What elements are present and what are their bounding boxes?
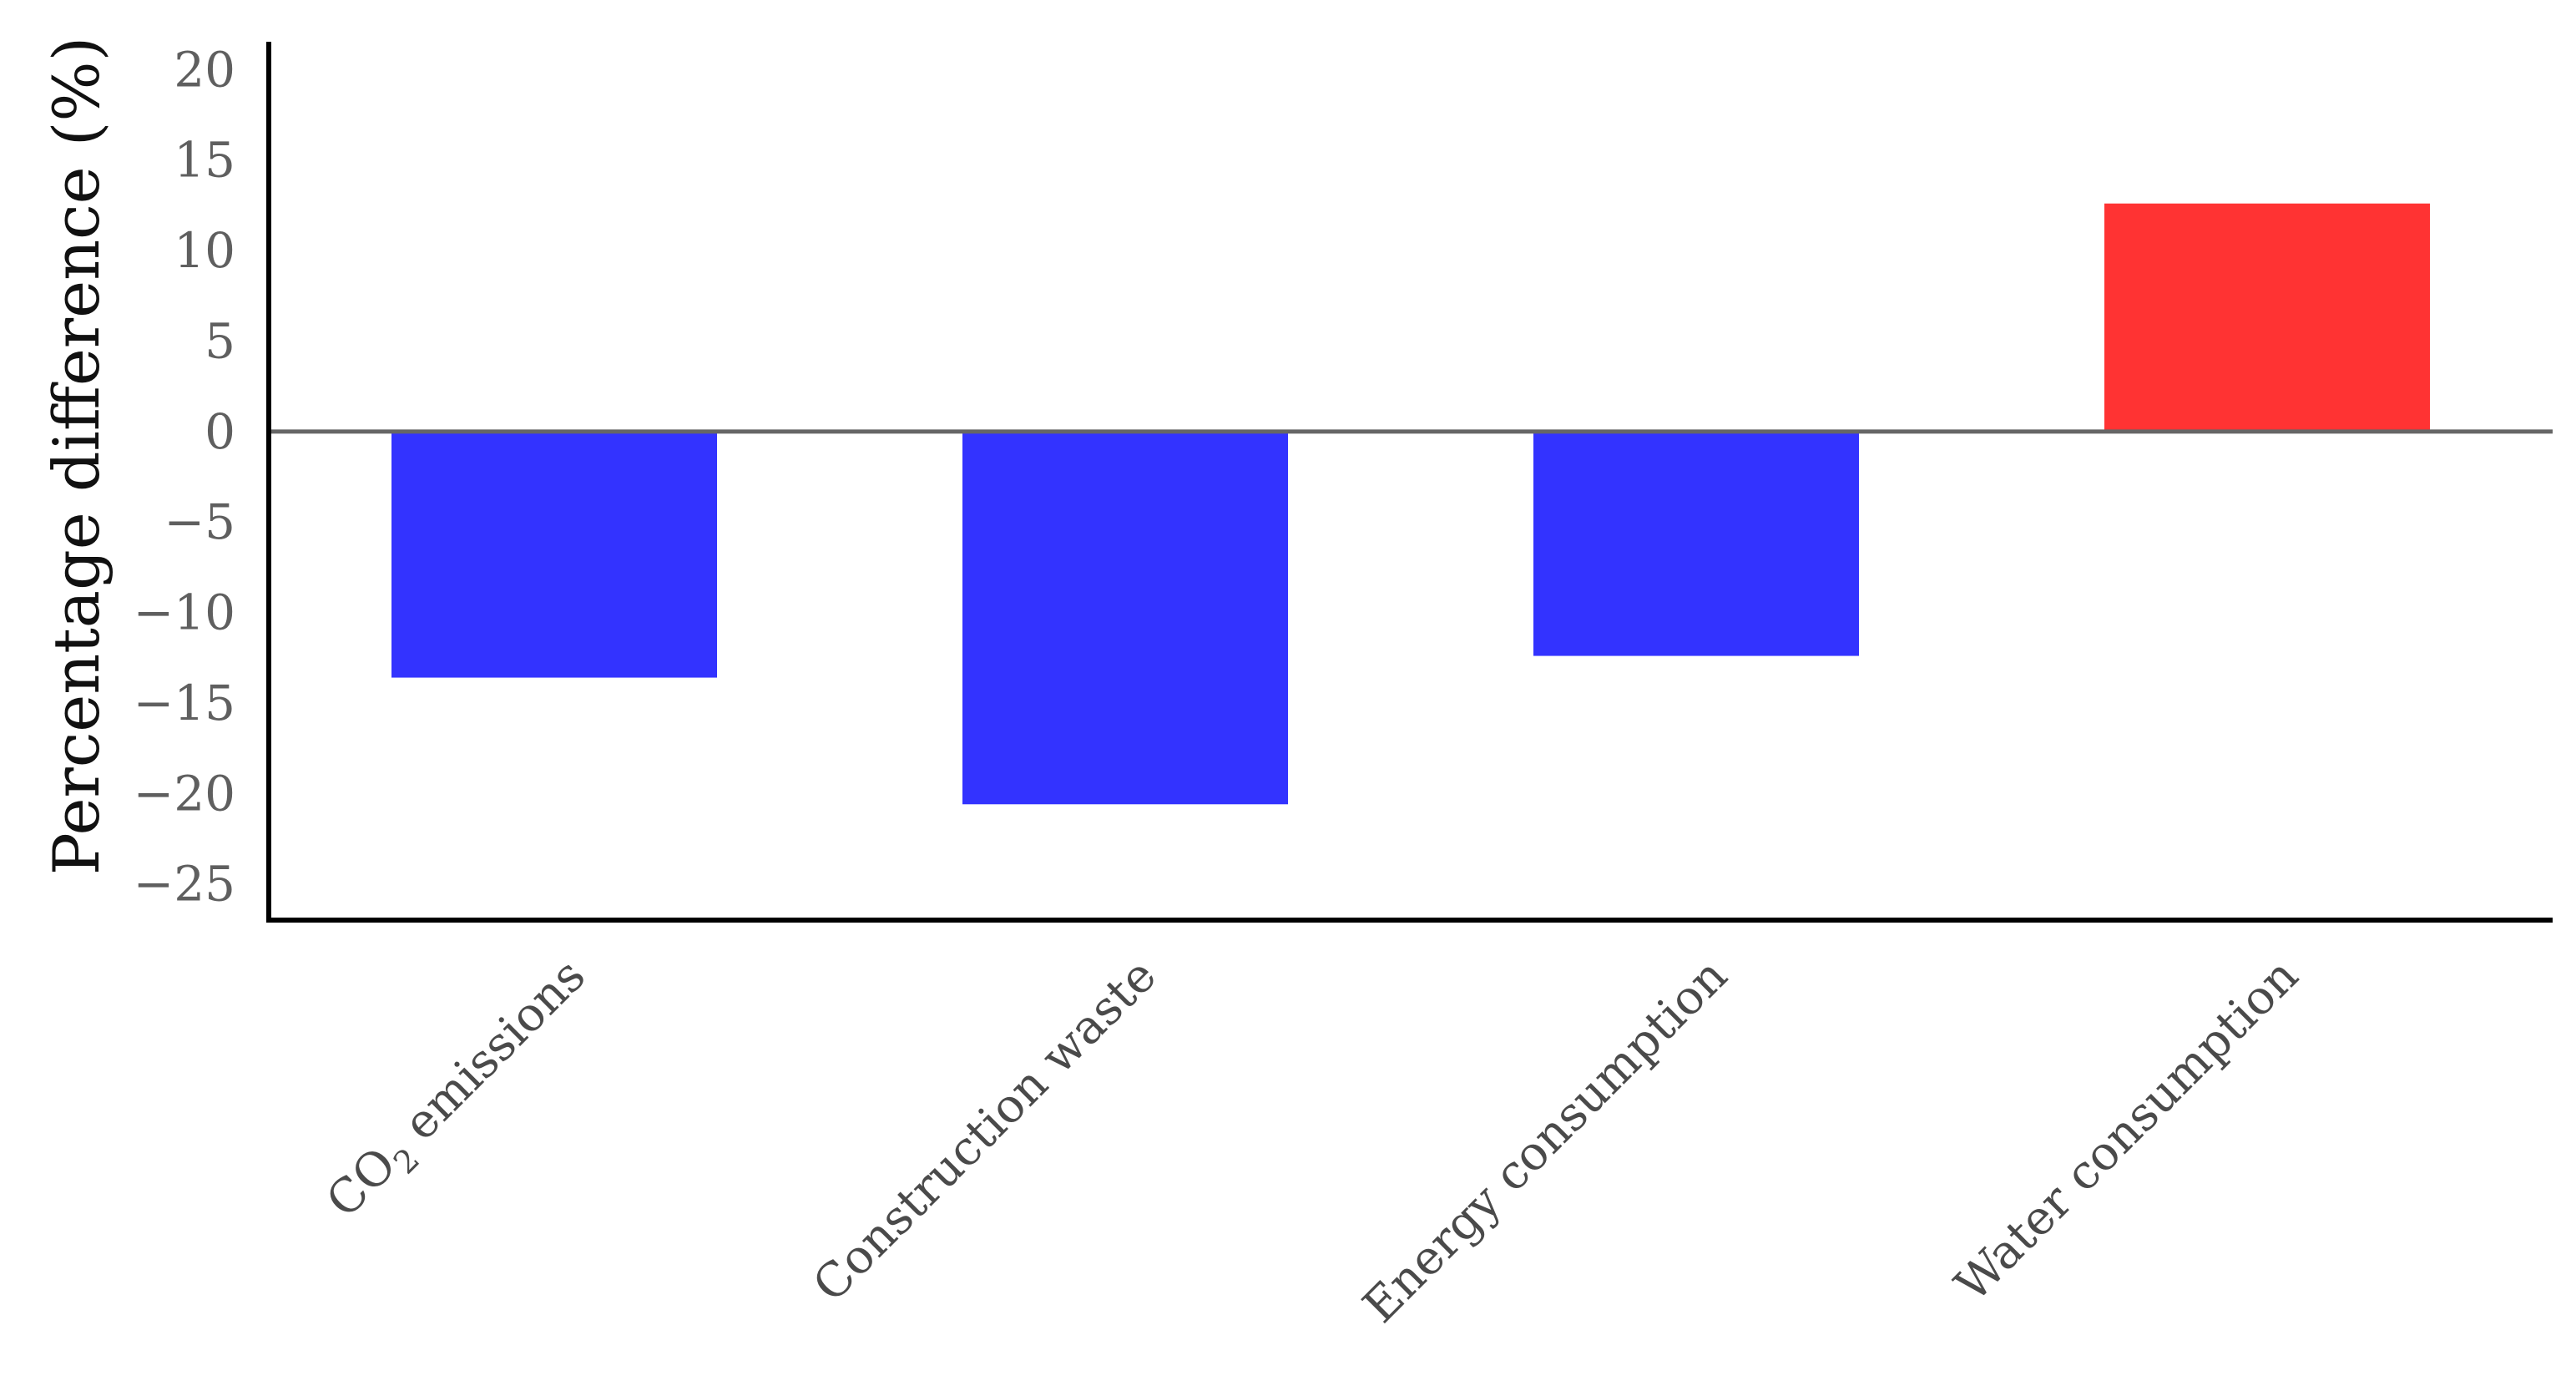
y-tick-label: 5 bbox=[205, 312, 235, 369]
x-category-label: Energy consumption bbox=[1353, 948, 1738, 1333]
y-tick-label: 0 bbox=[205, 403, 235, 460]
bar bbox=[1533, 431, 1859, 656]
y-tick-label: 10 bbox=[174, 222, 235, 279]
y-tick-label: −15 bbox=[134, 675, 235, 731]
bar bbox=[962, 431, 1288, 805]
x-category-label: Construction waste bbox=[803, 948, 1167, 1313]
bar bbox=[391, 431, 717, 678]
y-tick-label: −20 bbox=[134, 765, 235, 822]
x-category-label: CO2 emissions bbox=[316, 948, 601, 1233]
x-category-label: Water consumption bbox=[1945, 948, 2309, 1313]
x-category-labels: CO2 emissions Construction waste Energy co… bbox=[316, 948, 2309, 1333]
y-tick-labels: 20 15 10 5 0 −5 −10 −15 −20 −25 bbox=[134, 41, 235, 912]
bar bbox=[2104, 203, 2430, 432]
y-tick-label: 15 bbox=[174, 132, 235, 189]
bars-group bbox=[391, 203, 2430, 805]
y-tick-label: 20 bbox=[174, 41, 235, 98]
y-tick-label: −10 bbox=[134, 584, 235, 641]
y-axis-title: Percentage difference (%) bbox=[39, 37, 114, 876]
y-tick-label: −25 bbox=[134, 856, 235, 913]
y-tick-label: −5 bbox=[164, 493, 236, 550]
